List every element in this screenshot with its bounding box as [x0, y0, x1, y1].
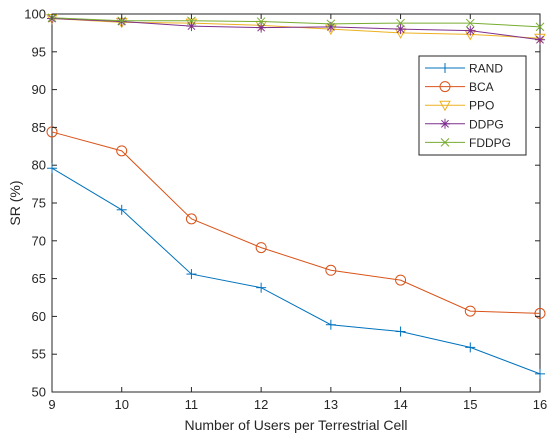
- legend-label-fddpg: FDDPG: [469, 136, 511, 150]
- y-tick-label: 80: [32, 158, 46, 173]
- point-bca: [325, 264, 337, 276]
- y-tick-label: 65: [32, 271, 46, 286]
- y-tick-label: 55: [32, 347, 46, 362]
- point-fddpg: [465, 18, 475, 28]
- point-fddpg: [396, 18, 405, 28]
- point-ddpg: [256, 22, 267, 33]
- legend-label-ddpg: DDPG: [469, 117, 504, 131]
- y-tick-label: 100: [24, 7, 46, 22]
- point-fddpg: [535, 22, 545, 32]
- y-tick-label: 95: [32, 44, 46, 59]
- point-rand: [256, 282, 267, 293]
- point-bca: [464, 305, 476, 317]
- x-axis-label: Number of Users per Terrestrial Cell: [184, 417, 407, 433]
- x-tick-label: 16: [533, 397, 547, 412]
- y-tick-label: 60: [32, 309, 46, 324]
- point-bca: [185, 213, 197, 225]
- point-bca: [534, 307, 546, 319]
- legend-label-bca: BCA: [469, 80, 494, 94]
- point-rand: [395, 326, 406, 337]
- legend-entry-fddpg: FDDPG: [425, 136, 511, 150]
- series-fddpg: [47, 13, 545, 32]
- legend-entry-bca: BCA: [425, 80, 494, 94]
- ticks-layer: 9 10 11 12 13 14 15 16 50 55 60 65 70 75 80 85 90 95 100: [24, 7, 547, 413]
- point-rand: [116, 204, 127, 215]
- y-tick-label: 85: [32, 120, 46, 135]
- point-ddpg: [535, 34, 545, 45]
- point-ddpg: [465, 25, 476, 36]
- x-tick-label: 10: [114, 397, 128, 412]
- series-line-bca: [51, 131, 541, 314]
- legend-marker-ppo: [439, 100, 451, 112]
- y-tick-label: 75: [32, 196, 46, 211]
- x-tick-label: 14: [393, 397, 407, 412]
- point-ddpg: [186, 21, 197, 32]
- point-bca: [395, 274, 407, 286]
- legend-marker-rand: [440, 63, 450, 73]
- legend: RAND BCA PPO DDPG FDDPG: [418, 55, 527, 156]
- x-tick-label: 13: [324, 397, 338, 412]
- y-tick-label: 50: [32, 385, 46, 400]
- legend-entry-ppo: PPO: [425, 99, 494, 113]
- legend-label-ppo: PPO: [469, 99, 494, 113]
- point-fddpg: [187, 16, 196, 26]
- series-line-rand: [51, 167, 541, 375]
- legend-marker-ddpg: [440, 118, 450, 129]
- point-ppo: [534, 33, 546, 45]
- legend-entry-rand: RAND: [425, 62, 503, 76]
- series-line-fddpg: [51, 17, 541, 28]
- point-rand: [465, 342, 476, 353]
- point-bca: [255, 242, 267, 254]
- series-line-ddpg: [51, 18, 541, 41]
- point-fddpg: [117, 16, 127, 26]
- point-rand: [186, 269, 197, 280]
- legend-marker-fddpg: [440, 138, 450, 147]
- point-bca: [116, 145, 128, 157]
- series-rand: [47, 163, 545, 379]
- point-ddpg: [395, 24, 406, 35]
- y-tick-label: 70: [32, 233, 46, 248]
- legend-label-rand: RAND: [469, 62, 503, 76]
- point-fddpg: [256, 17, 266, 26]
- y-tick-label: 90: [32, 82, 46, 97]
- series-layer: [46, 13, 546, 379]
- point-rand: [535, 368, 545, 379]
- x-tick-label: 12: [254, 397, 268, 412]
- series-bca: [46, 126, 546, 319]
- y-axis-label: SR (%): [7, 180, 23, 225]
- point-fddpg: [326, 19, 336, 29]
- legend-marker-bca: [439, 81, 451, 93]
- x-tick-label: 11: [185, 397, 199, 412]
- x-tick-label: 9: [48, 397, 55, 412]
- point-rand: [325, 319, 336, 330]
- legend-entry-ddpg: DDPG: [425, 117, 504, 131]
- x-tick-label: 15: [463, 397, 477, 412]
